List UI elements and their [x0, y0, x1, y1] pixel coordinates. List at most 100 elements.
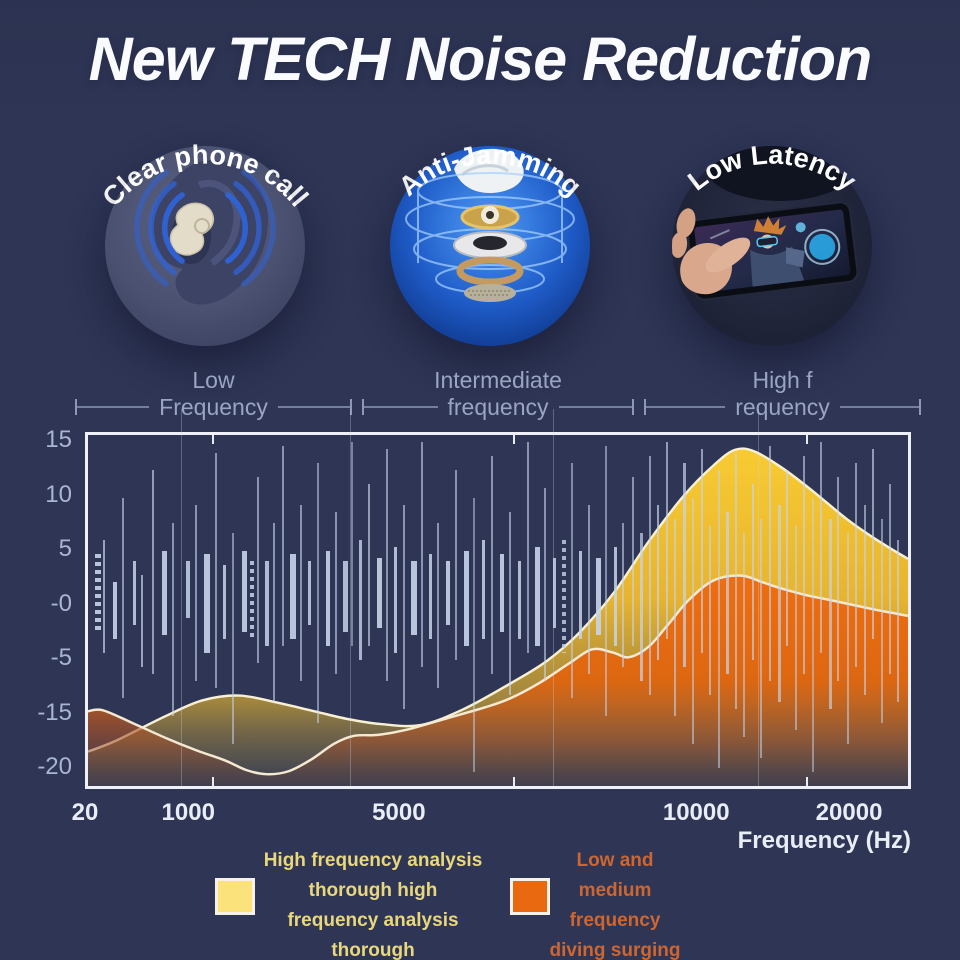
y-axis: 15 10 5 -0 -5 -15 -20 [10, 427, 72, 780]
blue-orb [809, 233, 836, 260]
spectrum-bar [482, 540, 486, 639]
bracket-tick-right [632, 399, 635, 415]
spectrum-bar [437, 522, 440, 688]
circle-shadow [390, 146, 590, 346]
legend-label-line: frequency [569, 910, 661, 931]
spectrum-bar [112, 582, 117, 639]
spectrum-bar [215, 452, 218, 688]
gridline [180, 409, 182, 786]
spectrum-bar [683, 463, 687, 667]
x-tick-label: 20 [71, 799, 99, 826]
spectrum-bar [621, 522, 624, 667]
gaming-photo-icon: Low Latency [672, 140, 872, 346]
axis-tick-bottom [512, 777, 515, 786]
feature-low-latency: Low Latency [652, 113, 892, 351]
spectrum-bar [334, 512, 337, 674]
spectrum-bar [871, 449, 874, 639]
driver-dark-ring [473, 236, 507, 250]
driver-mesh-disc [464, 284, 516, 302]
x-axis: 20 1000 5000 10000 20000 [72, 799, 911, 829]
spectrum-bar [777, 505, 781, 702]
spectrum-bar [760, 519, 763, 758]
y-tick-label: -15 [37, 698, 72, 726]
spectrum-bar [743, 533, 746, 737]
bracket-line [277, 406, 351, 408]
spectrum-bar [812, 498, 815, 772]
section-label-line2: frequency [447, 393, 549, 420]
spectrum-bar [820, 442, 823, 653]
spectrum-bar [393, 547, 397, 653]
x-tick-label: 20000 [815, 799, 883, 826]
spectrum-bar [880, 519, 883, 723]
section-label-line1: Intermediate [434, 367, 562, 393]
spectrum-bar [837, 477, 840, 681]
background-top-shade [0, 0, 960, 120]
section-label-line2: Frequency [159, 393, 268, 420]
spectrum-bar [829, 519, 833, 709]
axis-tick-bottom [211, 777, 214, 786]
spectrum-bar [889, 484, 892, 674]
spectrum-bar [752, 484, 755, 660]
spectrum-bar [223, 564, 227, 639]
legend-label-line: Low and medium [576, 850, 654, 901]
spectrum-bar [473, 498, 476, 772]
gridline [757, 409, 759, 786]
spectrum-bar [376, 557, 382, 629]
spectrum-bar [325, 550, 330, 646]
spectrum-bar [666, 442, 669, 639]
spectrum-bar [700, 449, 703, 653]
spectrum-bar [717, 470, 720, 769]
ear-photo-icon: Clear phone call [97, 140, 314, 346]
spectrum-bar [307, 561, 311, 625]
y-tick-label: -0 [50, 589, 72, 617]
spectrum-bar [674, 519, 677, 716]
spectrum-bar [785, 470, 788, 646]
spectrum-bar [854, 463, 857, 667]
y-tick-label: 5 [58, 535, 72, 562]
x-axis-title: Frequency (Hz) [737, 827, 911, 854]
spectrum-bar [94, 554, 101, 632]
spectrum-bar [102, 540, 105, 653]
spectrum-bar [803, 456, 806, 674]
spectrum-bar [648, 456, 651, 695]
gridline [350, 409, 352, 786]
legend-label-line: diving surging [549, 940, 681, 960]
spectrum-bar [464, 550, 470, 646]
spectrum-bar [256, 477, 259, 664]
bracket-line [364, 406, 438, 408]
spectrum-bar [351, 442, 354, 646]
axis-tick-top [211, 435, 214, 444]
spectrum-bar [368, 484, 371, 646]
spectrum-bar [141, 575, 144, 667]
earbud-icon [169, 202, 215, 256]
mesh-texture [468, 290, 512, 296]
spectrum-bar [613, 547, 617, 646]
section-label-line1: High f [752, 367, 813, 393]
chart-section-label: Intermediate frequency [362, 366, 635, 426]
area-orange-stroke [88, 574, 908, 776]
legend-label-line: frequency analysis thorough [287, 910, 459, 960]
legend-swatch [510, 878, 550, 915]
spectrum-bar [570, 463, 573, 699]
spectrum-bar [194, 505, 197, 681]
spectrum-bar [161, 550, 167, 636]
area-curves [88, 447, 908, 786]
legend-label: High frequency analysis thorough high freq… [248, 846, 498, 960]
legend-label-line: thorough high [308, 880, 438, 901]
hand-icon [672, 208, 751, 295]
axis-tick-top [805, 435, 808, 444]
spectrum-bar [517, 561, 521, 639]
section-bracket: Frequency [75, 393, 353, 420]
y-tick-label: -20 [37, 753, 72, 780]
spectrum-bar [490, 456, 493, 674]
ear-helix [197, 179, 241, 266]
spectrum-bar [133, 561, 137, 625]
bracket-line [77, 406, 150, 408]
spectrum-bar [232, 533, 235, 744]
page-title: New TECH Noise Reduction [88, 25, 873, 93]
section-bracket: requency [644, 394, 921, 420]
spectrum-bar [289, 554, 296, 639]
spectrum-bar [420, 442, 423, 667]
spectrum-bar [631, 477, 634, 646]
